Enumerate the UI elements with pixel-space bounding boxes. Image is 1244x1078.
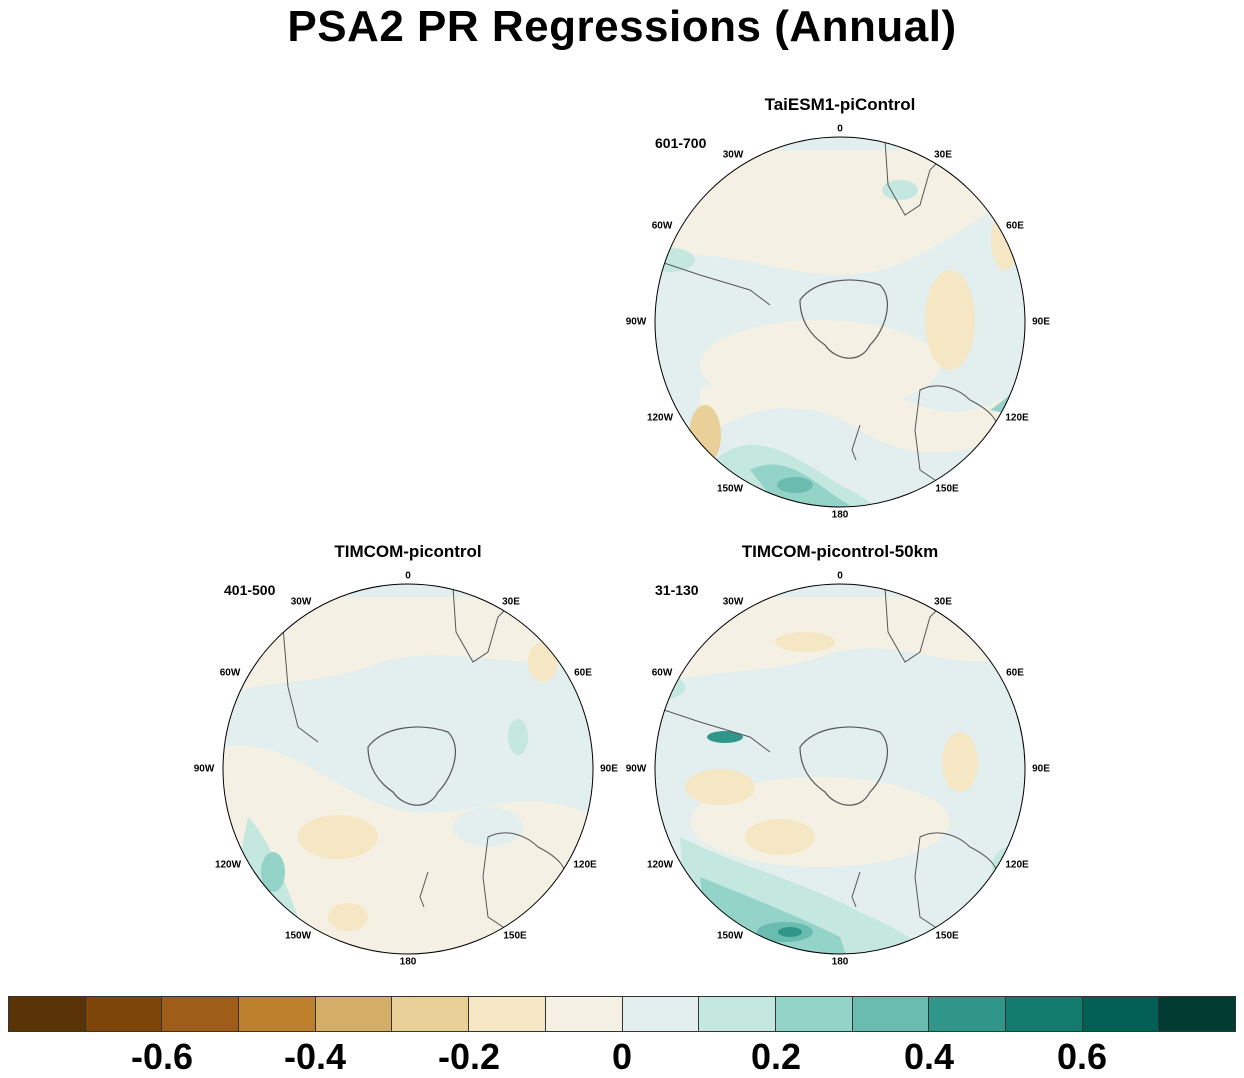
lon-label: 150E [935,930,959,942]
colorbar-swatch [469,997,546,1031]
lon-label: 150E [935,483,959,495]
polar-map [654,136,1026,508]
colorbar-tick-label: 0.6 [1056,1036,1108,1077]
colorbar-swatch [852,997,930,1031]
colorbar-swatch [239,997,316,1031]
colorbar-swatch [929,997,1006,1031]
lon-label: 60E [1006,667,1024,679]
lon-label: 30E [502,596,520,608]
colorbar-swatch [162,997,240,1031]
lon-label: 0 [837,570,843,582]
lon-label: 30W [290,596,312,608]
lon-label: 90E [1032,316,1050,328]
colorbar [8,996,1236,1032]
figure-title: PSA2 PR Regressions (Annual) [287,2,957,51]
lon-label: 30E [934,596,952,608]
lon-label: 60E [574,667,592,679]
lon-label: 30W [722,149,744,161]
colorbar-swatch [775,997,853,1031]
lon-label: 60W [219,667,241,679]
colorbar-swatch [315,997,393,1031]
colorbar-tick-label: 0.2 [750,1036,802,1077]
panel-timcom-50km: TIMCOM-picontrol-50km 31-130 [620,537,1060,977]
lon-label: 30E [934,149,952,161]
lon-label: 150E [503,930,527,942]
lon-label: 90E [1032,763,1050,775]
lon-label: 60E [1006,220,1024,232]
panel-taiesm1: TaiESM1-piControl 601-700 0 30E [620,90,1060,530]
lon-label: 120E [1005,412,1029,424]
panel-timcom: TIMCOM-picontrol 401-500 0 30E 60E 90E 1… [188,537,628,977]
lon-label: 90W [625,763,647,775]
panel-years: 401-500 [224,582,276,598]
colorbar-swatch [699,997,776,1031]
lon-label: 0 [405,570,411,582]
lon-label: 120W [214,859,242,871]
panel-title: TIMCOM-picontrol [334,542,482,561]
colorbar-swatch [9,997,86,1031]
colorbar-tick-label: 0.4 [903,1036,955,1077]
colorbar-swatch [545,997,623,1031]
polar-map [222,583,594,955]
lon-label: 30W [722,596,744,608]
colorbar-tick-label: -0.6 [130,1036,194,1077]
colorbar-swatch [1005,997,1083,1031]
colorbar-swatch [622,997,700,1031]
lon-label: 150W [716,483,744,495]
lon-label: 180 [831,509,849,521]
lon-label: 90W [193,763,215,775]
lon-label: 0 [837,123,843,135]
lon-label: 120E [1005,859,1029,871]
panel-title: TaiESM1-piControl [764,95,916,114]
colorbar-swatch [392,997,470,1031]
lon-label: 120W [646,859,674,871]
panel-years: 601-700 [655,135,707,151]
lon-label: 90W [625,316,647,328]
colorbar-swatch [1082,997,1160,1031]
lon-label: 90E [600,763,618,775]
lon-label: 180 [399,956,417,968]
polar-map [654,583,1026,955]
colorbar-swatch [1159,997,1235,1031]
lon-label: 180 [831,956,849,968]
lon-label: 60W [651,220,673,232]
lon-label: 120W [646,412,674,424]
colorbar-tick-label: -0.4 [283,1036,347,1077]
lon-label: 120E [573,859,597,871]
panel-title: TIMCOM-picontrol-50km [741,542,939,561]
panel-years: 31-130 [655,582,699,598]
lon-label: 60W [651,667,673,679]
colorbar-tick-label: -0.2 [437,1036,501,1077]
lon-label: 150W [284,930,312,942]
colorbar-tick-label: 0 [611,1036,633,1077]
colorbar-swatch [85,997,163,1031]
lon-label: 150W [716,930,744,942]
